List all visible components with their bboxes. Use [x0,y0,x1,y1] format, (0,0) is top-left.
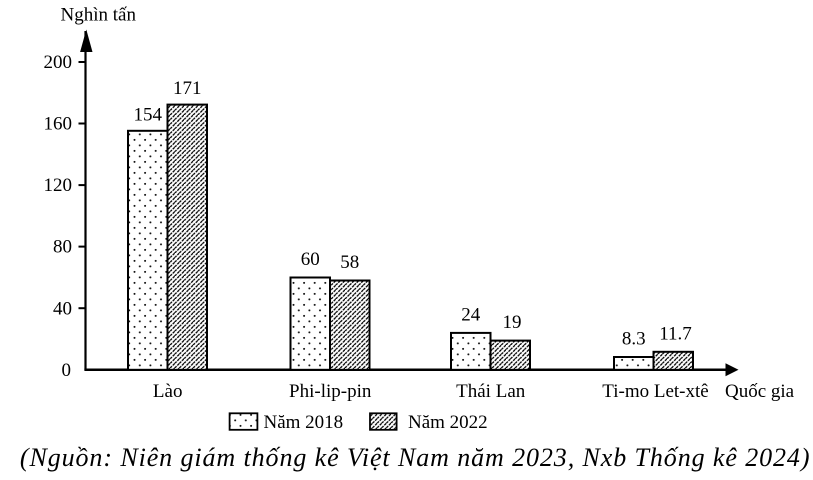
svg-text:0: 0 [62,360,72,381]
svg-text:11.7: 11.7 [659,323,692,344]
svg-text:Ti-mo Let-xtê: Ti-mo Let-xtê [602,381,708,402]
svg-text:58: 58 [340,252,359,273]
svg-text:171: 171 [173,78,202,99]
svg-text:24: 24 [461,304,481,325]
svg-text:Phi-lip-pin: Phi-lip-pin [289,381,372,402]
svg-text:154: 154 [134,104,163,125]
svg-text:200: 200 [44,52,73,73]
svg-text:Năm 2022: Năm 2022 [408,412,488,433]
svg-text:8.3: 8.3 [622,329,646,350]
svg-text:40: 40 [53,298,72,319]
svg-text:(Nguồn: Niên giám thống kê Việ: (Nguồn: Niên giám thống kê Việt Nam năm … [20,443,810,472]
svg-text:Thái Lan: Thái Lan [456,381,526,402]
svg-text:Năm 2018: Năm 2018 [264,412,344,433]
svg-text:120: 120 [44,175,73,196]
svg-text:19: 19 [503,312,522,333]
svg-text:80: 80 [53,237,72,258]
svg-text:160: 160 [44,114,73,135]
svg-text:Nghìn tấn: Nghìn tấn [61,4,137,25]
svg-text:Quốc gia: Quốc gia [725,381,795,402]
svg-text:60: 60 [301,249,320,270]
svg-text:Lào: Lào [153,381,183,402]
